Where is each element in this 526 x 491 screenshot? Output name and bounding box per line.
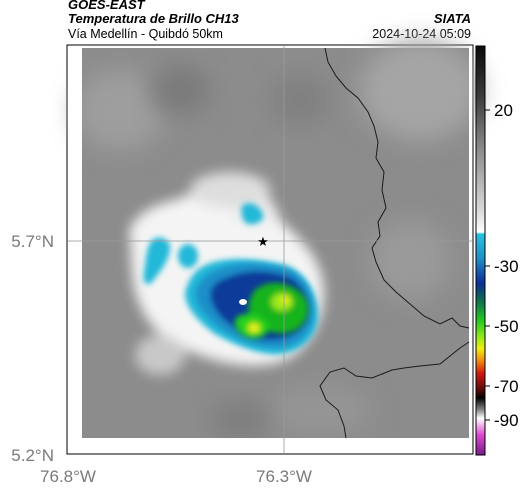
product-title: Temperatura de Brillo CH13	[68, 11, 239, 26]
lat-tick-5.7: 5.7°N	[11, 232, 54, 251]
lon-tick-76.8: 76.8°W	[40, 467, 96, 486]
colorbar-tick-minus90: -90	[494, 411, 519, 430]
colorbar-tick-minus50: -50	[494, 317, 519, 336]
colorbar-tick-minus30: -30	[494, 257, 519, 276]
satellite-title: GOES-EAST	[68, 0, 145, 12]
colorbar: 20 -30 -50 -70 -90	[475, 45, 519, 456]
map-margins	[68, 46, 472, 453]
lon-tick-76.3: 76.3°W	[256, 467, 312, 486]
graticule	[68, 46, 472, 453]
admin-borders	[319, 47, 470, 439]
colorbar-tick-20: 20	[494, 101, 513, 120]
timestamp-label: 2024-10-24 05:09	[372, 27, 471, 41]
colorbar-tick-minus70: -70	[494, 377, 519, 396]
convective-core	[234, 282, 309, 339]
lat-tick-5.2: 5.2°N	[11, 446, 54, 465]
location-marker: ★	[257, 234, 269, 249]
colorbar-gradient	[475, 45, 486, 456]
agency-label: SIATA	[433, 11, 471, 26]
region-subtitle: Vía Medellín - Quibdó 50km	[68, 27, 223, 41]
warm-spot	[239, 299, 247, 305]
